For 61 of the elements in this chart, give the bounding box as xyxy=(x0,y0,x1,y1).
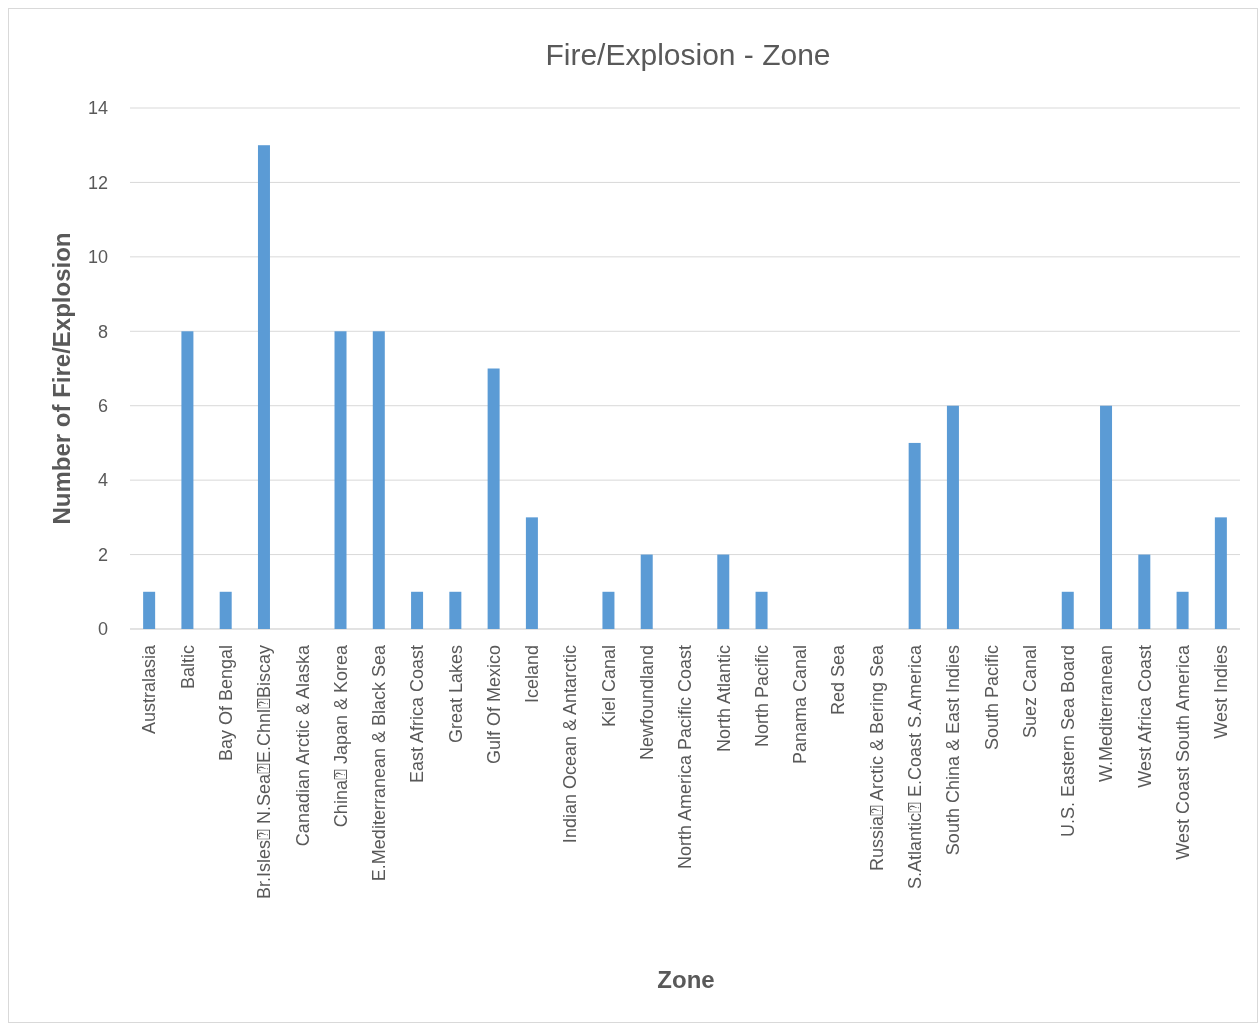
x-tick-label: West Indies xyxy=(1211,645,1232,739)
x-tick-label: North America Pacific Coast xyxy=(675,645,696,870)
bar xyxy=(487,368,500,629)
x-tick-label: Bay Of Bengal xyxy=(215,645,236,762)
x-tick-label: Great Lakes xyxy=(445,645,466,744)
x-tick-label: Indian Ocean & Antarctic xyxy=(560,645,581,844)
bar xyxy=(181,331,194,629)
x-tick-label: Baltic xyxy=(177,645,198,690)
bar xyxy=(946,405,959,629)
y-tick-label: 12 xyxy=(87,172,108,193)
y-tick-label: 0 xyxy=(97,619,108,640)
x-tick-label: China⍰ Japan & Korea xyxy=(330,644,351,828)
y-tick-label: 14 xyxy=(87,98,108,119)
chart-title: Fire/Explosion - Zone xyxy=(545,37,831,71)
bar xyxy=(1176,591,1189,629)
bar xyxy=(1214,517,1227,629)
x-tick-label: U.S. Eastern Sea Board xyxy=(1058,645,1079,838)
bar xyxy=(602,591,615,629)
bar xyxy=(449,591,462,629)
x-tick-label: West Africa Coast xyxy=(1134,645,1155,788)
x-tick-label: West Coast South America xyxy=(1172,644,1193,860)
x-axis-title: Zone xyxy=(657,966,715,994)
x-tick-label: W.Mediterranean xyxy=(1096,645,1117,783)
x-tick-label: S.Atlantic⍰ E.Coast S.America xyxy=(904,644,925,890)
x-tick-label: Newfoundland xyxy=(637,645,658,761)
bar xyxy=(143,591,156,629)
x-tick-label: Suez Canal xyxy=(1019,645,1040,739)
bar xyxy=(1061,591,1074,629)
x-tick-label: North Pacific xyxy=(751,645,772,748)
x-tick-label: Panama Canal xyxy=(790,645,811,765)
y-axis-title: Number of Fire/Explosion xyxy=(48,232,76,525)
x-tick-label: Canadian Arctic & Alaska xyxy=(292,644,313,847)
y-tick-label: 10 xyxy=(87,247,108,268)
y-tick-label: 8 xyxy=(97,321,108,342)
bar xyxy=(755,591,768,629)
x-tick-label: Iceland xyxy=(522,645,543,704)
bar xyxy=(525,517,538,629)
bar xyxy=(257,145,270,629)
bar xyxy=(219,591,232,629)
x-tick-label: Russia⍰ Arctic & Bering Sea xyxy=(866,644,887,872)
bar xyxy=(334,331,347,629)
x-tick-label: E.Mediterranean & Black Sea xyxy=(369,644,390,882)
bar xyxy=(411,591,424,629)
x-tick-label: Red Sea xyxy=(828,644,849,716)
x-tick-label: North Atlantic xyxy=(713,645,734,753)
x-tick-label: Gulf Of Mexico xyxy=(483,645,504,765)
bar xyxy=(372,331,385,629)
x-tick-label: Kiel Canal xyxy=(598,645,619,728)
x-tick-label: South China & East Indies xyxy=(943,645,964,856)
x-tick-label: Br.Isles⍰ N.Sea⍰E.Chnl⍰Biscay xyxy=(254,645,275,900)
bar xyxy=(1138,554,1151,629)
y-tick-label: 2 xyxy=(97,544,108,565)
x-tick-label: East Africa Coast xyxy=(407,645,428,784)
x-tick-label: South Pacific xyxy=(981,645,1002,751)
x-tick-label: Australasia xyxy=(139,644,160,735)
y-tick-label: 4 xyxy=(97,470,108,491)
bar xyxy=(640,554,653,629)
bar xyxy=(1100,405,1113,629)
bar xyxy=(717,554,730,629)
bar xyxy=(908,442,921,629)
y-tick-label: 6 xyxy=(97,396,108,417)
